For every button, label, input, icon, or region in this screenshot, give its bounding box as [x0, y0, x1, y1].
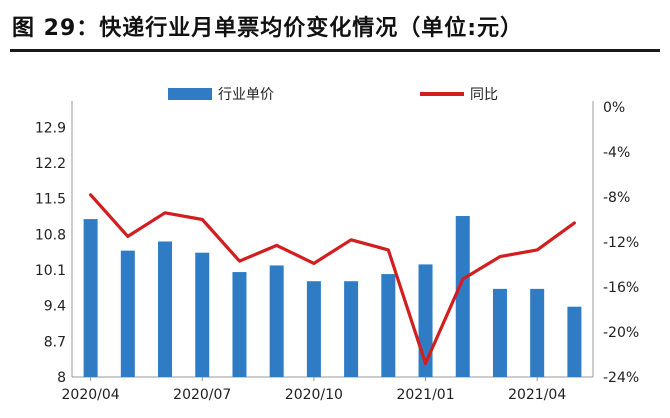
- legend-item-bar: 行业单价: [168, 82, 274, 106]
- x-tick-label: 2020/04: [62, 387, 120, 403]
- y-right-tick-label: -24%: [603, 370, 639, 386]
- bar: [455, 216, 470, 377]
- y-left-tick-label: 8.7: [44, 334, 66, 350]
- bar: [120, 250, 135, 377]
- legend-item-line: 同比: [420, 82, 498, 106]
- x-tick-label: 2021/04: [508, 387, 566, 403]
- bar: [306, 281, 321, 377]
- y-right-tick-label: -8%: [603, 190, 630, 206]
- bar: [567, 306, 582, 377]
- y-left-tick-label: 9.4: [44, 299, 66, 315]
- y-right-tick-label: -16%: [603, 280, 639, 296]
- line-series: [88, 193, 577, 366]
- y-right-tick-label: -12%: [603, 235, 639, 251]
- chart-title: 图 29：快递行业月单票均价变化情况（单位:元）: [12, 16, 524, 41]
- bar: [232, 272, 247, 377]
- y-right-tick-label: 0%: [603, 100, 625, 116]
- y-left-tick-label: 12.9: [35, 120, 66, 136]
- bar: [195, 252, 210, 377]
- x-tick-label: 2021/01: [396, 387, 454, 403]
- y-left-tick-label: 10.8: [35, 227, 66, 243]
- title-divider: [10, 49, 660, 52]
- legend-line-swatch: [420, 92, 464, 96]
- y-left-tick-label: 12.2: [35, 156, 66, 172]
- title-bar: 图 29：快递行业月单票均价变化情况（单位:元）: [0, 0, 670, 52]
- legend-bar-swatch: [168, 88, 212, 100]
- y-right-tick-label: -4%: [603, 145, 630, 161]
- bar: [344, 281, 359, 377]
- bar: [83, 219, 98, 377]
- bar: [530, 288, 545, 377]
- bar: [381, 274, 396, 377]
- bar: [269, 265, 284, 377]
- x-tick-label: 2020/07: [173, 387, 231, 403]
- y-left-tick-label: 8: [57, 370, 66, 386]
- y-left-tick-label: 11.5: [35, 192, 66, 208]
- y-right-tick-label: -20%: [603, 325, 639, 341]
- legend-bar-label: 行业单价: [218, 87, 274, 103]
- legend-line-label: 同比: [470, 87, 498, 103]
- y-left-tick-label: 10.1: [35, 263, 66, 279]
- bar: [492, 288, 507, 377]
- bar: [158, 241, 173, 377]
- x-tick-label: 2020/10: [285, 387, 343, 403]
